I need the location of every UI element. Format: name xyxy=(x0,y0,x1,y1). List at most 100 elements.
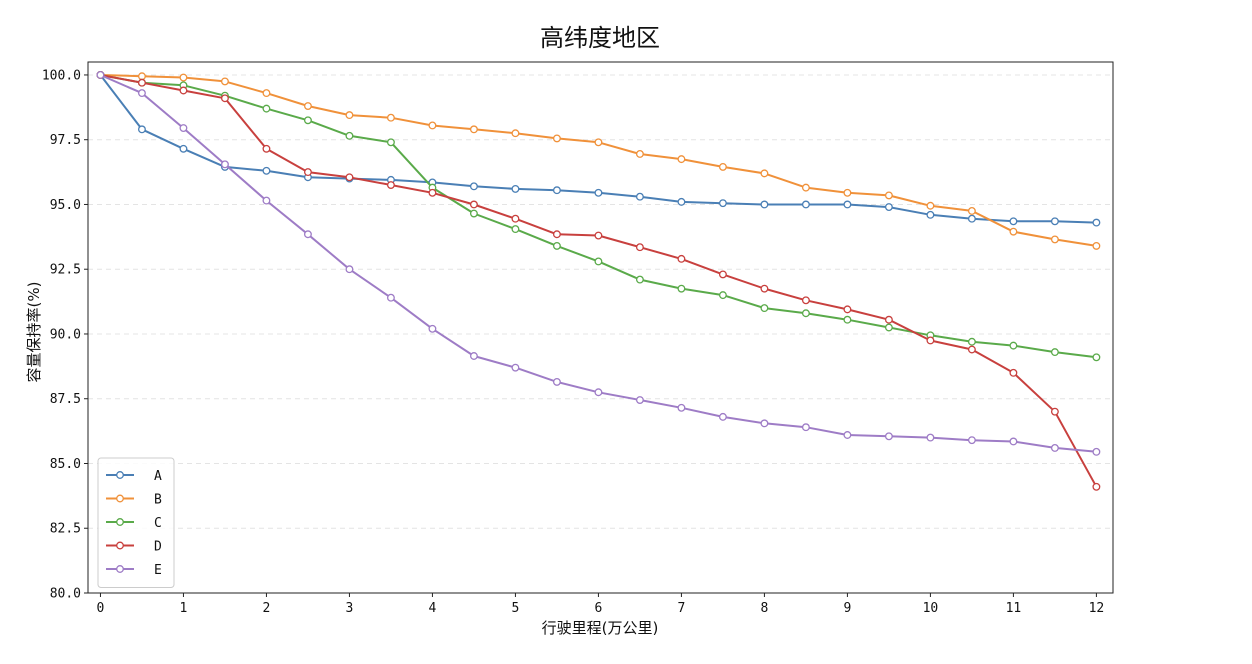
y-tick-label-4: 90.0 xyxy=(50,327,81,342)
point-C-9 xyxy=(469,209,478,218)
point-D-11 xyxy=(552,230,561,239)
y-axis-label: 容量保持率(%) xyxy=(25,282,43,383)
point-E-13 xyxy=(635,396,644,404)
point-B-23 xyxy=(1050,235,1059,244)
point-A-19 xyxy=(884,203,893,212)
point-B-14 xyxy=(677,155,686,164)
x-tick-label-1: 1 xyxy=(180,601,188,616)
point-C-12 xyxy=(594,257,603,266)
point-A-24 xyxy=(1092,218,1101,227)
point-B-13 xyxy=(635,150,644,158)
point-B-5 xyxy=(303,102,312,110)
point-E-12 xyxy=(594,388,603,397)
point-E-2 xyxy=(179,124,188,133)
y-tick-label-3: 87.5 xyxy=(50,392,81,407)
point-E-24 xyxy=(1092,447,1101,456)
point-B-7 xyxy=(386,113,395,122)
point-D-2 xyxy=(179,86,188,95)
legend-label-D: D xyxy=(154,540,162,555)
x-tick-label-7: 7 xyxy=(678,601,686,616)
point-E-16 xyxy=(760,419,769,428)
point-E-14 xyxy=(677,403,686,412)
point-C-7 xyxy=(386,138,395,147)
point-A-13 xyxy=(635,192,644,201)
chart-title: 高纬度地区 xyxy=(540,24,660,52)
point-A-18 xyxy=(843,200,852,209)
point-E-21 xyxy=(967,436,976,445)
point-B-16 xyxy=(760,169,769,178)
series-D xyxy=(96,71,1101,491)
point-E-4 xyxy=(262,196,271,205)
point-A-1 xyxy=(137,125,146,134)
point-C-10 xyxy=(511,225,520,234)
point-D-1 xyxy=(137,78,146,87)
point-D-8 xyxy=(428,188,437,197)
point-A-23 xyxy=(1050,217,1059,226)
point-D-21 xyxy=(967,345,976,354)
legend-label-B: B xyxy=(154,493,162,508)
y-tick-label-0: 80.0 xyxy=(50,587,81,602)
legend-marker-E xyxy=(116,565,124,573)
legend-box xyxy=(97,457,175,588)
y-tick-label-2: 85.0 xyxy=(50,457,81,472)
point-B-10 xyxy=(511,129,520,138)
legend-label-A: A xyxy=(154,469,162,484)
point-D-23 xyxy=(1050,407,1059,416)
x-axis-label: 行驶里程(万公里) xyxy=(542,619,659,637)
point-E-9 xyxy=(469,352,478,360)
point-A-15 xyxy=(718,199,727,208)
legend-item-D: D xyxy=(106,540,162,555)
point-E-17 xyxy=(801,423,810,432)
point-E-5 xyxy=(303,230,312,239)
series-C xyxy=(96,71,1101,362)
point-C-17 xyxy=(801,309,810,318)
point-E-20 xyxy=(926,433,935,442)
point-D-14 xyxy=(677,254,686,263)
point-A-11 xyxy=(552,186,561,195)
point-E-19 xyxy=(884,432,893,441)
y-tick-label-1: 82.5 xyxy=(50,522,81,537)
legend-marker-C xyxy=(116,518,124,526)
series-E xyxy=(96,71,1101,456)
point-C-22 xyxy=(1009,341,1018,350)
point-D-16 xyxy=(760,284,769,293)
y-tick-label-8: 100.0 xyxy=(42,68,81,83)
point-C-21 xyxy=(967,337,976,346)
point-D-10 xyxy=(511,214,520,223)
x-tick-label-9: 9 xyxy=(843,601,851,616)
series-A xyxy=(96,71,1101,227)
point-D-18 xyxy=(843,305,852,314)
point-C-4 xyxy=(262,104,271,113)
point-A-10 xyxy=(511,184,520,193)
point-E-3 xyxy=(220,160,229,169)
point-D-5 xyxy=(303,168,312,177)
point-B-15 xyxy=(718,162,727,171)
point-B-9 xyxy=(469,125,478,134)
x-tick-label-0: 0 xyxy=(97,601,105,616)
series-line-D xyxy=(100,74,1098,488)
point-E-23 xyxy=(1050,443,1059,452)
point-E-6 xyxy=(345,265,354,274)
point-D-12 xyxy=(594,231,603,240)
point-D-13 xyxy=(635,243,644,252)
point-D-4 xyxy=(262,144,271,153)
point-C-19 xyxy=(884,323,893,332)
point-C-24 xyxy=(1092,353,1101,362)
point-E-15 xyxy=(718,412,727,421)
x-tick-label-10: 10 xyxy=(923,601,939,616)
point-C-23 xyxy=(1050,348,1059,357)
legend-label-E: E xyxy=(154,563,162,578)
point-D-20 xyxy=(926,336,935,345)
point-D-7 xyxy=(386,181,395,189)
point-D-24 xyxy=(1092,482,1101,491)
point-D-19 xyxy=(884,315,893,324)
y-tick-label-5: 92.5 xyxy=(50,263,81,278)
legend-item-E: E xyxy=(106,563,162,578)
point-A-22 xyxy=(1009,217,1018,226)
y-tick-label-6: 95.0 xyxy=(50,198,81,213)
series-line-B xyxy=(100,74,1097,247)
point-D-3 xyxy=(220,94,229,103)
legend-marker-B xyxy=(116,494,124,503)
x-tick-label-6: 6 xyxy=(595,601,603,616)
x-tick-label-2: 2 xyxy=(263,601,271,616)
